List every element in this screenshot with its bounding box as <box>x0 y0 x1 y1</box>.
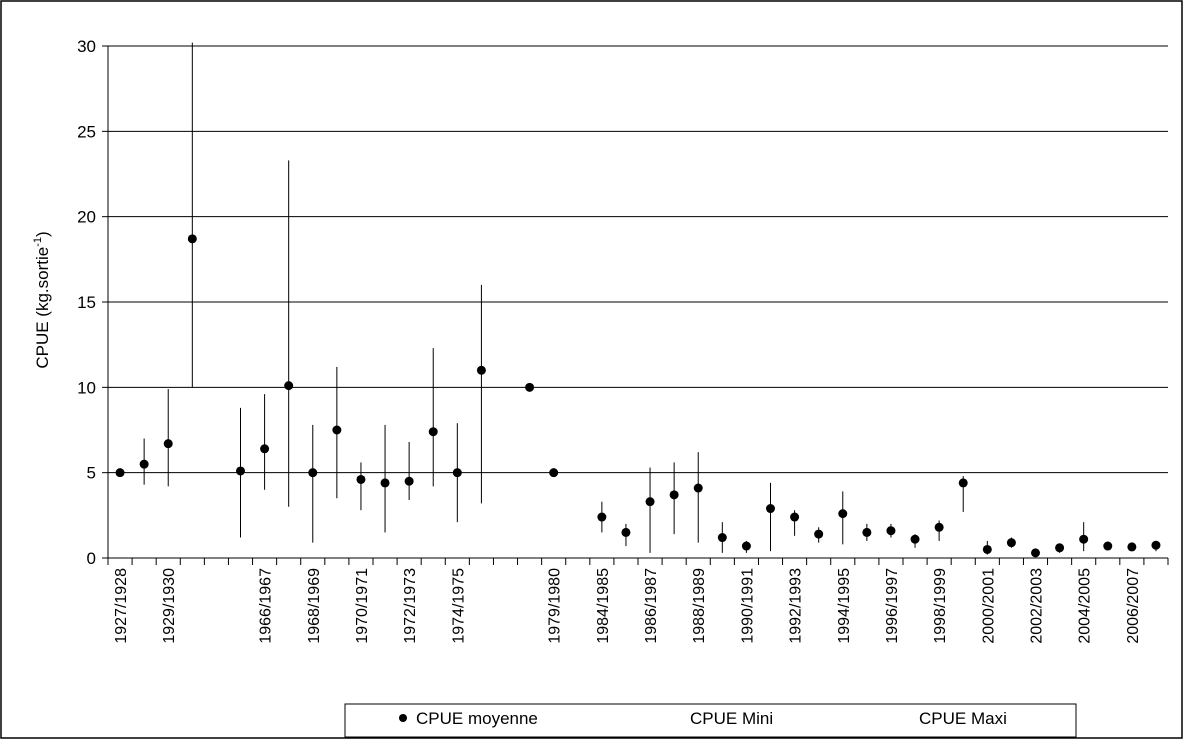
legend-marker-cpue-moyenne <box>399 714 407 722</box>
legend: CPUE moyenne CPUE Mini CPUE Maxi <box>344 703 1077 738</box>
legend-label-cpue-moyenne: CPUE moyenne <box>416 709 538 728</box>
x-tick-label: 2006/2007 <box>1125 568 1142 644</box>
x-tick-label: 2004/2005 <box>1077 568 1094 644</box>
data-point <box>838 509 848 519</box>
data-point <box>308 468 318 478</box>
data-point <box>380 478 390 488</box>
x-tick-label: 1998/1999 <box>932 568 949 644</box>
data-point <box>645 497 655 507</box>
x-tick-label: 2002/2003 <box>1029 568 1046 644</box>
x-tick-label: 1966/1967 <box>258 568 275 644</box>
x-axis: 1927/1928 1929/1930 1966/1967 1968/1969 1970… <box>107 557 1169 644</box>
y-axis-title-text: CPUE (kg.sortie <box>33 247 52 369</box>
legend-box <box>344 703 1077 738</box>
x-tick-label: 1992/1993 <box>788 568 805 644</box>
y-tick-label: 20 <box>77 208 96 227</box>
data-point <box>766 504 775 514</box>
data-point <box>934 522 944 532</box>
y-axis: 0 5 10 15 20 25 30 <box>77 37 109 568</box>
x-tick-label: 1929/1930 <box>161 568 178 644</box>
data-point <box>621 527 631 537</box>
x-tick-label: 1996/1997 <box>884 568 901 644</box>
data-point <box>1006 538 1016 548</box>
data-point <box>693 483 703 493</box>
x-tick-label: 2000/2001 <box>980 568 997 644</box>
data-point <box>1127 542 1137 552</box>
x-tick-label: 1988/1989 <box>691 568 708 644</box>
x-tick-label: 1990/1991 <box>739 568 756 644</box>
data-point <box>1151 540 1161 550</box>
y-tick-label: 25 <box>77 122 96 141</box>
data-point <box>356 474 366 484</box>
data-points <box>115 234 1161 558</box>
data-point <box>982 544 992 554</box>
y-tick-label: 15 <box>77 293 96 312</box>
data-point <box>597 512 607 522</box>
x-tick-label: 1968/1969 <box>306 568 323 644</box>
data-point <box>1079 534 1089 544</box>
y-tick-label: 10 <box>77 378 96 397</box>
x-tick-label: 1979/1980 <box>547 568 564 644</box>
x-tick-label: 1986/1987 <box>643 568 660 644</box>
x-tick-label: 1984/1985 <box>595 568 612 644</box>
y-tick-label: 5 <box>87 464 96 483</box>
data-point <box>428 427 438 437</box>
data-point <box>862 527 872 537</box>
data-point <box>910 534 920 544</box>
data-point <box>139 459 149 469</box>
data-point <box>741 541 751 551</box>
data-point <box>404 476 414 486</box>
data-point <box>958 478 968 488</box>
legend-label-cpue-maxi: CPUE Maxi <box>919 709 1007 728</box>
data-point <box>790 512 800 522</box>
data-point <box>476 365 486 375</box>
data-point <box>1103 541 1113 551</box>
y-axis-title-close: ) <box>33 231 52 237</box>
x-tick-label: 1994/1995 <box>836 568 853 644</box>
y-axis-title-superscript: -1 <box>32 237 44 247</box>
data-point <box>452 468 462 478</box>
data-point <box>163 439 173 449</box>
data-point <box>525 382 535 392</box>
y-axis-title: CPUE (kg.sortie-1) <box>32 231 52 368</box>
data-point <box>814 529 824 539</box>
y-tick-label: 30 <box>77 37 96 56</box>
data-point <box>187 234 197 244</box>
x-tick-label: 1974/1975 <box>450 568 467 644</box>
data-point <box>260 444 270 454</box>
legend-label-cpue-mini: CPUE Mini <box>690 709 773 728</box>
data-point <box>549 468 559 478</box>
data-point <box>1055 543 1065 553</box>
data-point <box>236 466 245 476</box>
x-tick-label: 1927/1928 <box>113 568 130 644</box>
data-point <box>115 468 125 478</box>
data-point <box>1031 548 1040 558</box>
x-tick-label: 1972/1973 <box>402 568 419 644</box>
y-tick-label: 0 <box>87 549 96 568</box>
data-point <box>886 526 896 536</box>
data-point <box>669 490 679 500</box>
data-point <box>332 425 342 435</box>
data-point <box>717 533 727 543</box>
data-point <box>284 381 294 391</box>
x-tick-label: 1970/1971 <box>354 568 371 644</box>
